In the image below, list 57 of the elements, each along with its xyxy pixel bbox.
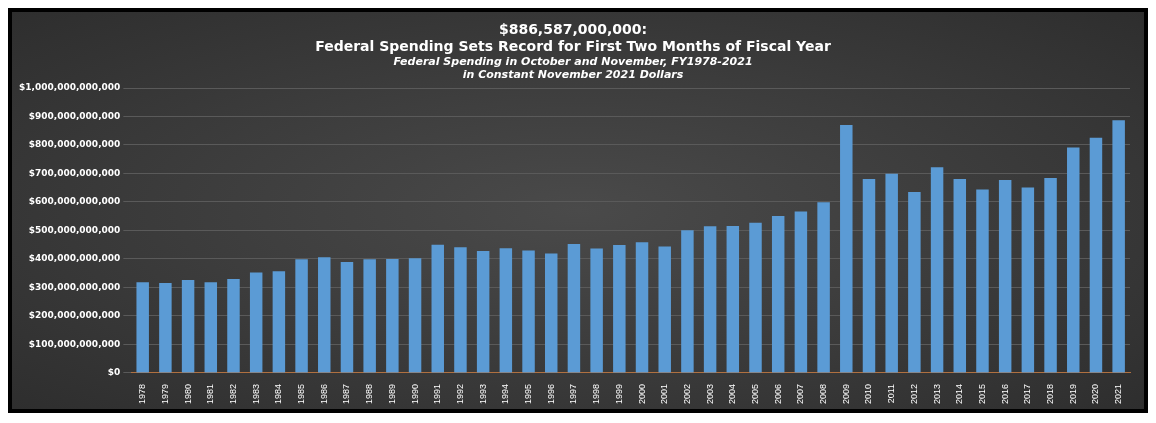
- x-tick-label: 1981: [205, 383, 216, 405]
- x-tick-label: 1984: [273, 383, 284, 405]
- x-tick-label: 2011: [886, 383, 897, 404]
- x-tick-label: 2010: [863, 383, 874, 405]
- x-tick-label: 2019: [1067, 383, 1078, 405]
- x-tick-label: 2016: [999, 383, 1010, 405]
- x-tick-label: 2015: [976, 383, 987, 405]
- x-tick-label: 2003: [704, 383, 715, 405]
- x-tick-label: 2004: [727, 383, 738, 405]
- x-tick-label: 1996: [545, 383, 556, 405]
- x-tick-label: 2014: [954, 383, 965, 405]
- x-tick-label: 1999: [613, 383, 624, 405]
- x-tick-label: 1992: [454, 383, 465, 405]
- x-tick-label: 1986: [318, 383, 329, 405]
- x-tick-label: 1982: [227, 383, 238, 405]
- x-tick-label: 1993: [477, 383, 488, 405]
- x-tick-label: 1991: [432, 383, 443, 405]
- x-tick-label: 1990: [409, 383, 420, 405]
- y-tick-label: $200,000,000,000: [28, 310, 121, 321]
- x-tick-label: 2007: [795, 383, 806, 405]
- x-tick-label: 2005: [749, 383, 760, 405]
- x-tick-label: 1988: [364, 383, 375, 405]
- x-tick-label: 1989: [386, 383, 397, 405]
- x-tick-label: 2008: [818, 383, 829, 405]
- x-tick-label: 1998: [591, 383, 602, 405]
- y-tick-label: $700,000,000,000: [28, 167, 121, 178]
- x-tick-label: 1997: [568, 383, 579, 405]
- chart-subtitle: Federal Spending in October and November, FY1978-2021 in Constant November 2021 Dollars: [393, 55, 753, 82]
- x-tick-label: 2021: [1113, 383, 1124, 405]
- y-tick-label: $800,000,000,000: [28, 139, 121, 150]
- x-tick-label: 1978: [137, 383, 148, 405]
- chart-title: $886,587,000,000: Federal Spending Sets Record for First Two Months of Fiscal Year: [315, 21, 831, 54]
- x-tick-label: 1980: [182, 383, 193, 405]
- x-tick-label: 1995: [523, 383, 534, 405]
- x-tick-label: 1994: [500, 383, 511, 405]
- x-tick-label: 2002: [681, 383, 692, 405]
- x-tick-label: 1987: [341, 383, 352, 405]
- x-tick-label: 1979: [159, 383, 170, 405]
- x-tick-label: 2009: [840, 383, 851, 405]
- x-tick-label: 2000: [636, 383, 647, 405]
- x-tick-label: 2020: [1090, 383, 1101, 405]
- x-tick-label: 2012: [908, 383, 919, 405]
- y-tick-label: $100,000,000,000: [28, 338, 121, 349]
- x-tick-label: 1985: [296, 383, 307, 405]
- x-tick-label: 2017: [1022, 383, 1033, 405]
- y-tick-label: $300,000,000,000: [28, 281, 121, 292]
- y-tick-label: $400,000,000,000: [28, 253, 121, 264]
- y-tick-label: $900,000,000,000: [28, 110, 121, 121]
- x-tick-label: 2018: [1045, 383, 1056, 405]
- x-tick-label: 2001: [659, 383, 670, 405]
- x-tick-label: 1983: [250, 383, 261, 405]
- y-tick-label: $500,000,000,000: [28, 224, 121, 235]
- y-tick-label: $1,000,000,000,000: [18, 82, 121, 93]
- x-tick-label: 2013: [931, 383, 942, 405]
- y-tick-label: $0: [107, 367, 121, 378]
- y-tick-label: $600,000,000,000: [28, 196, 121, 207]
- x-tick-label: 2006: [772, 383, 783, 405]
